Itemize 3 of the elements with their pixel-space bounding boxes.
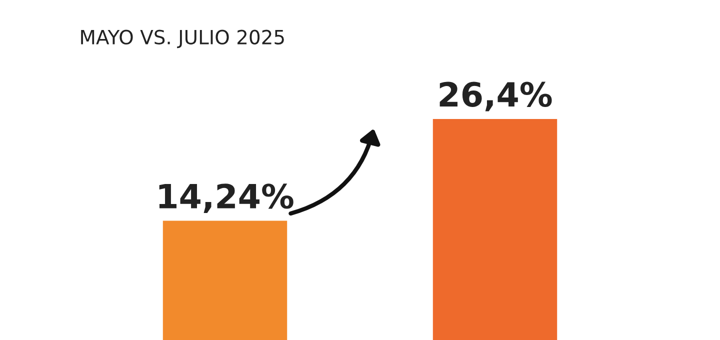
chart-title: MAYO VS. JULIO 2025 bbox=[81, 30, 284, 48]
data-label: 14,24% bbox=[159, 184, 294, 214]
data-label: 26,4% bbox=[440, 82, 552, 112]
